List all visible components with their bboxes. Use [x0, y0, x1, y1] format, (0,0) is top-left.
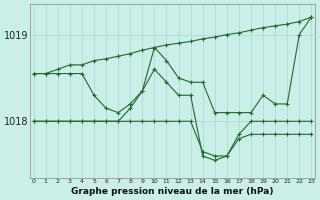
X-axis label: Graphe pression niveau de la mer (hPa): Graphe pression niveau de la mer (hPa)	[71, 187, 274, 196]
